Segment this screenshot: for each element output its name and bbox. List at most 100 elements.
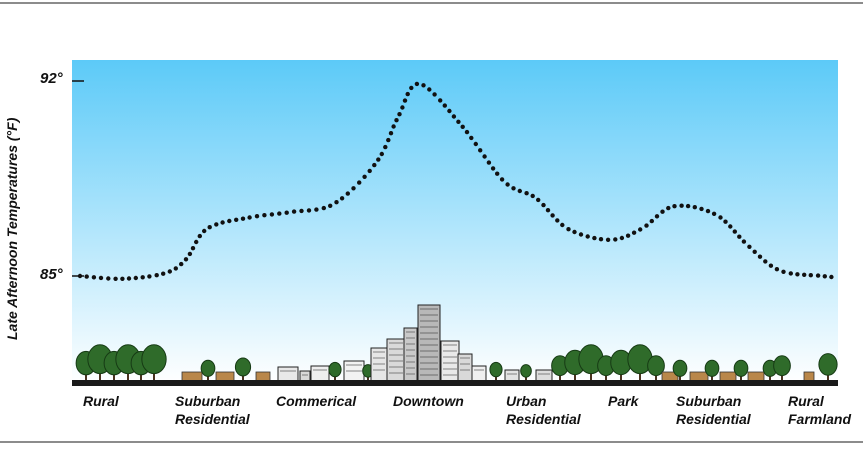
temperature-dot <box>723 219 728 224</box>
building <box>417 304 441 382</box>
tree <box>773 355 791 377</box>
tree-trunk <box>140 370 142 380</box>
temperature-dot <box>372 162 377 168</box>
temperature-dot <box>737 234 742 239</box>
temperature-dot <box>469 135 474 141</box>
tree-trunk <box>639 368 641 380</box>
temperature-dot <box>815 273 821 278</box>
temperature-dot <box>660 209 665 214</box>
house <box>747 371 765 382</box>
tree-trunk <box>605 372 607 380</box>
temperature-dot <box>379 151 384 157</box>
temperature-dot <box>585 234 590 239</box>
building <box>299 370 311 382</box>
building <box>370 347 388 382</box>
temperature-dot <box>284 210 289 215</box>
temperature-dot <box>414 81 420 87</box>
temperature-dot <box>321 205 326 211</box>
temperature-dot <box>386 137 391 143</box>
temperature-dot <box>752 249 757 254</box>
tree-trunk <box>827 371 829 380</box>
temperature-dot <box>592 235 597 241</box>
temperature-dot <box>438 98 443 103</box>
temperature-dot <box>194 239 199 245</box>
temperature-dot <box>345 191 350 196</box>
x-category-label-line: Urban <box>506 393 547 409</box>
temperature-dot <box>357 180 362 185</box>
temperature-dot <box>98 275 104 281</box>
temperature-dot <box>447 108 452 114</box>
temperature-dot <box>541 202 546 208</box>
temperature-dot <box>388 131 394 136</box>
tree-trunk <box>590 368 592 380</box>
temperature-dot <box>421 83 426 88</box>
x-category-label-line: Rural <box>788 393 824 409</box>
temperature-dot <box>456 119 461 125</box>
temperature-dot <box>334 200 339 205</box>
temperature-dot <box>183 257 189 262</box>
temperature-dot <box>829 274 834 280</box>
x-category-label-line: Residential <box>506 411 581 427</box>
x-category-label: Downtown <box>393 392 464 410</box>
tree-trunk <box>85 370 87 380</box>
building <box>310 365 330 382</box>
temperature-dot <box>220 220 225 225</box>
city-skyline-illustration <box>75 304 838 382</box>
temperature-dot <box>339 196 345 201</box>
x-category-label: Rural <box>83 392 119 410</box>
temperature-dot <box>495 171 500 176</box>
temperature-dot <box>269 212 275 217</box>
x-category-label-line: Park <box>608 393 639 409</box>
temperature-dot <box>536 197 541 203</box>
temperature-dot <box>187 251 193 257</box>
temperature-dot <box>254 214 260 219</box>
temperature-dot <box>133 275 138 281</box>
temperature-dot <box>530 193 535 199</box>
x-category-label-line: Farmland <box>788 411 852 427</box>
temperature-dot <box>161 271 166 276</box>
temperature-dot <box>718 215 723 220</box>
temperature-dot <box>202 228 207 234</box>
house <box>719 371 737 382</box>
temperature-dot <box>511 186 516 191</box>
y-tick-label-85: 85° <box>40 266 63 283</box>
temperature-dot <box>376 157 381 162</box>
tree-trunk <box>781 372 783 380</box>
temperature-dot <box>768 263 774 268</box>
temperature-dot <box>173 266 178 271</box>
x-category-label-line: Residential <box>676 411 751 427</box>
temperature-dot <box>486 160 492 165</box>
x-category-label-line: Commerical <box>276 393 357 409</box>
temperature-dot <box>757 254 763 259</box>
temperature-dot <box>190 246 196 251</box>
building <box>403 327 418 382</box>
temperature-dot <box>619 235 625 241</box>
temperature-dot <box>400 105 405 110</box>
tree <box>200 359 216 377</box>
tree-trunk <box>620 370 622 380</box>
temperature-dot <box>473 141 478 147</box>
sky-background <box>72 60 838 383</box>
building <box>535 369 553 382</box>
temperature-dot <box>788 271 793 276</box>
temperature-dot <box>106 276 111 281</box>
temperature-dot <box>566 227 571 232</box>
temperature-dot <box>432 92 437 97</box>
temperature-dot <box>167 269 172 274</box>
temperature-dot <box>277 211 282 216</box>
temperature-dot <box>711 211 717 216</box>
temperature-dot <box>427 87 432 92</box>
temperature-dot <box>147 274 152 279</box>
temperature-dot <box>699 206 704 212</box>
tree <box>818 353 838 376</box>
temperature-dot <box>154 273 159 278</box>
temperature-dot <box>464 129 470 135</box>
temperature-dot <box>795 272 800 277</box>
house <box>215 371 235 382</box>
temperature-dot <box>802 272 807 277</box>
temperature-dot <box>383 144 388 150</box>
temperature-dot <box>774 267 780 272</box>
temperature-dot <box>262 213 267 218</box>
temperature-line <box>77 81 834 281</box>
